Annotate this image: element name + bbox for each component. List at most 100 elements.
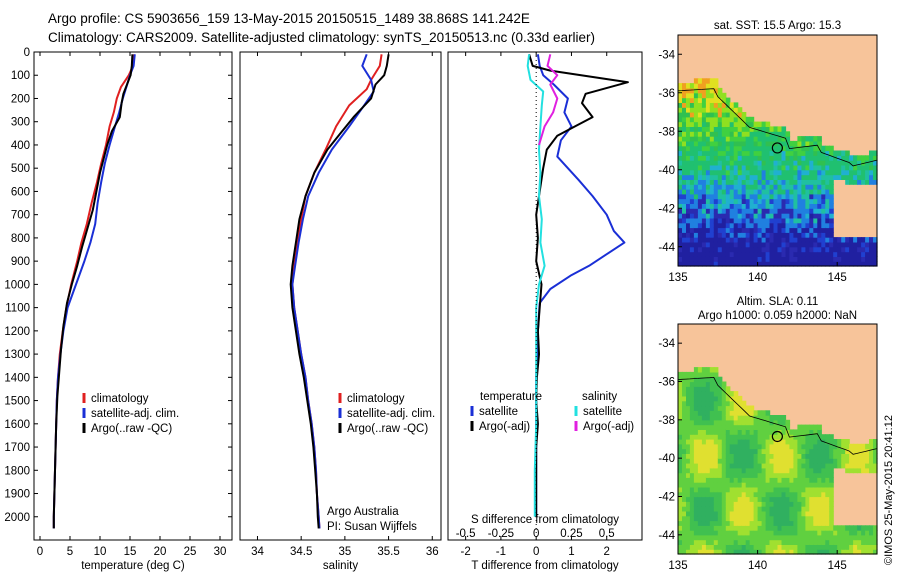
map-cell bbox=[753, 439, 759, 445]
map-cell bbox=[717, 203, 723, 209]
map-cell bbox=[765, 415, 771, 421]
map-cell bbox=[686, 467, 691, 474]
map-cell bbox=[725, 520, 731, 526]
map-cell bbox=[833, 261, 838, 267]
map-cell bbox=[853, 530, 858, 536]
map-cell bbox=[757, 155, 763, 161]
map-cell bbox=[693, 515, 699, 522]
map-cell bbox=[769, 155, 775, 161]
map-cell bbox=[777, 160, 783, 166]
map-x-tick-label: 140 bbox=[748, 272, 767, 284]
map-cell bbox=[721, 155, 727, 161]
map-cell bbox=[729, 424, 735, 430]
map-cell bbox=[857, 160, 862, 166]
map-cell bbox=[686, 525, 691, 531]
map-cell bbox=[693, 458, 699, 464]
map-cell bbox=[737, 112, 743, 118]
map-cell bbox=[793, 520, 798, 526]
map-cell bbox=[697, 116, 703, 123]
map-cell bbox=[821, 251, 826, 257]
map-cell bbox=[801, 169, 806, 176]
map-cell bbox=[757, 549, 763, 555]
map-cell bbox=[777, 448, 783, 454]
map-cell bbox=[857, 237, 862, 243]
map-cell bbox=[793, 501, 798, 507]
map-cell bbox=[801, 544, 806, 550]
map-cell bbox=[709, 510, 715, 517]
map-cell bbox=[821, 458, 826, 464]
map-cell bbox=[785, 458, 791, 464]
map-cell bbox=[825, 491, 830, 498]
map-cell bbox=[765, 443, 771, 450]
map-cell bbox=[686, 486, 691, 493]
map-cell bbox=[678, 419, 683, 426]
map-cell bbox=[769, 491, 775, 498]
map-cell bbox=[797, 203, 802, 209]
map-cell bbox=[689, 491, 695, 498]
map-cell bbox=[729, 208, 735, 214]
map-cell bbox=[777, 241, 783, 248]
map-cell bbox=[765, 184, 771, 190]
map-cell bbox=[725, 208, 731, 214]
map-cell bbox=[817, 150, 822, 156]
map-cell bbox=[737, 415, 743, 421]
map-cell bbox=[773, 131, 779, 137]
map-cell bbox=[833, 458, 838, 464]
map-cell bbox=[805, 501, 810, 507]
map-cell bbox=[769, 126, 775, 132]
map-cell bbox=[725, 160, 731, 166]
map-title: Altim. SLA: 0.11 bbox=[737, 296, 819, 308]
map-cell bbox=[801, 198, 806, 204]
map-cell bbox=[873, 237, 878, 243]
map-cell bbox=[709, 126, 715, 132]
map-cell bbox=[873, 448, 878, 454]
map-cell bbox=[769, 415, 775, 421]
map-cell bbox=[701, 496, 707, 502]
map-cell bbox=[678, 189, 683, 195]
map-cell bbox=[809, 174, 814, 180]
map-cell bbox=[801, 510, 806, 517]
series-line-2 bbox=[289, 54, 390, 529]
map-cell bbox=[817, 453, 822, 459]
map-cell bbox=[757, 472, 763, 478]
map-cell bbox=[813, 169, 818, 176]
map-cell bbox=[686, 496, 691, 502]
map-cell bbox=[725, 97, 731, 103]
map-cell bbox=[841, 539, 846, 545]
map-cell bbox=[829, 227, 834, 233]
map-cell bbox=[717, 87, 723, 94]
map-cell bbox=[817, 251, 822, 257]
map-cell bbox=[701, 467, 707, 474]
map-cell bbox=[709, 217, 715, 224]
map-cell bbox=[678, 525, 683, 531]
map-cell bbox=[737, 251, 743, 257]
map-cell bbox=[773, 155, 779, 161]
map-cell bbox=[686, 458, 691, 464]
map-cell bbox=[697, 410, 703, 416]
map-cell bbox=[801, 155, 806, 161]
map-cell bbox=[809, 530, 814, 536]
map-cell bbox=[725, 463, 731, 469]
map-cell bbox=[781, 453, 787, 459]
map-cell bbox=[721, 429, 727, 435]
map-cell bbox=[705, 136, 711, 142]
map-cell bbox=[757, 415, 763, 421]
map-cell bbox=[761, 458, 767, 464]
map-cell bbox=[761, 213, 767, 219]
map-cell bbox=[817, 232, 822, 238]
map-cell bbox=[817, 544, 822, 550]
map-cell bbox=[821, 549, 826, 555]
map-cell bbox=[833, 534, 838, 541]
map-cell bbox=[693, 97, 699, 103]
map-cells bbox=[678, 78, 878, 267]
map-cell bbox=[797, 227, 802, 233]
map-cell bbox=[841, 443, 846, 450]
map-cell bbox=[701, 227, 707, 233]
map-cell bbox=[693, 155, 699, 161]
map-cell bbox=[797, 136, 802, 142]
map-cell bbox=[729, 453, 735, 459]
header-line-2: Climatology: CARS2009. Satellite-adjuste… bbox=[48, 30, 595, 45]
map-cell bbox=[781, 193, 787, 200]
map-cell bbox=[693, 107, 699, 113]
map-cell bbox=[709, 179, 715, 185]
